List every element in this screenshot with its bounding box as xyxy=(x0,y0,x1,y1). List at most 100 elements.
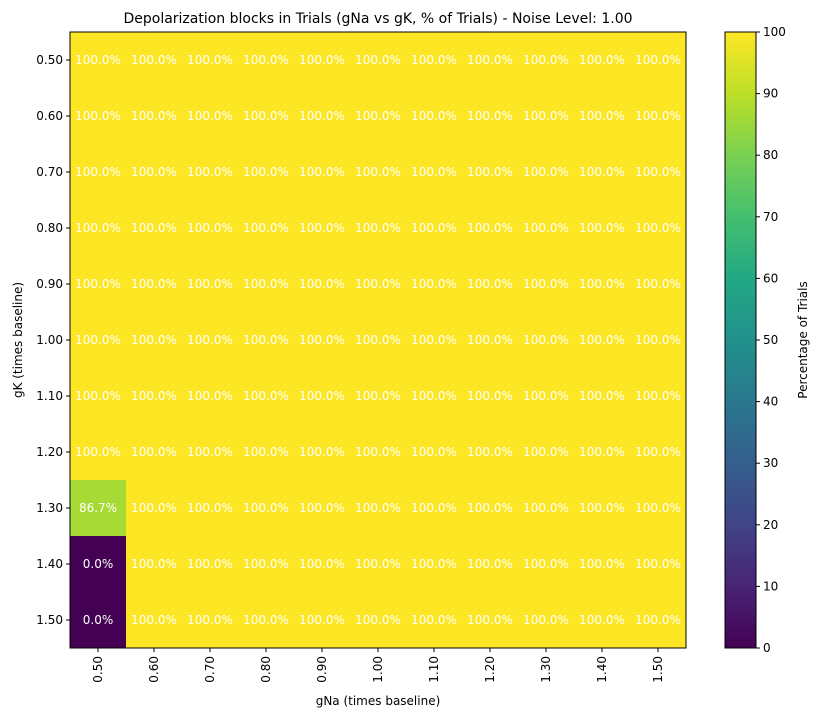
heatmap-cell xyxy=(462,480,519,537)
y-tick-label: 1.20 xyxy=(36,445,63,459)
cell-value-label: 100.0% xyxy=(131,389,177,403)
cell-value-label: 100.0% xyxy=(187,109,233,123)
cell-value-label: 100.0% xyxy=(75,221,121,235)
heatmap-cell xyxy=(630,480,687,537)
cell-value-label: 100.0% xyxy=(579,109,625,123)
cell-value-label: 100.0% xyxy=(243,221,289,235)
cell-value-label: 100.0% xyxy=(299,613,345,627)
colorbar-tick-label: 60 xyxy=(763,271,778,285)
cell-value-label: 100.0% xyxy=(523,53,569,67)
heatmap-cell xyxy=(182,200,239,257)
heatmap-cell xyxy=(462,424,519,481)
y-tick-label: 0.70 xyxy=(36,165,63,179)
heatmap-cell xyxy=(574,312,631,369)
cell-value-label: 100.0% xyxy=(131,53,177,67)
cell-value-label: 100.0% xyxy=(411,277,457,291)
cell-value-label: 100.0% xyxy=(243,445,289,459)
heatmap-cell xyxy=(182,480,239,537)
cell-value-label: 100.0% xyxy=(187,277,233,291)
cell-value-label: 100.0% xyxy=(635,109,681,123)
cell-value-label: 100.0% xyxy=(187,613,233,627)
heatmap-cell xyxy=(126,88,183,145)
cell-value-label: 100.0% xyxy=(411,557,457,571)
cell-value-label: 100.0% xyxy=(579,557,625,571)
heatmap-cell xyxy=(182,536,239,593)
cell-value-label: 100.0% xyxy=(243,389,289,403)
colorbar-tick-label: 0 xyxy=(763,641,771,655)
cell-value-label: 100.0% xyxy=(131,221,177,235)
colorbar-tick-label: 30 xyxy=(763,456,778,470)
cell-value-label: 100.0% xyxy=(411,333,457,347)
heatmap-cell xyxy=(126,256,183,313)
cell-value-label: 100.0% xyxy=(411,221,457,235)
heatmap-cell xyxy=(350,32,407,89)
cell-value-label: 100.0% xyxy=(579,445,625,459)
x-tick-label: 1.50 xyxy=(651,656,665,683)
chart-title: Depolarization blocks in Trials (gNa vs … xyxy=(123,11,632,27)
x-tick-label: 0.50 xyxy=(91,656,105,683)
heatmap-cell xyxy=(294,88,351,145)
cell-value-label: 0.0% xyxy=(83,613,114,627)
y-tick-label: 1.40 xyxy=(36,557,63,571)
cell-value-label: 100.0% xyxy=(131,501,177,515)
heatmap-cell xyxy=(574,536,631,593)
heatmap-cell xyxy=(630,88,687,145)
heatmap-cell xyxy=(518,480,575,537)
cell-value-label: 100.0% xyxy=(187,333,233,347)
cell-value-label: 100.0% xyxy=(523,277,569,291)
heatmap-cell xyxy=(70,144,127,201)
heatmap-cell xyxy=(406,256,463,313)
cell-value-label: 100.0% xyxy=(187,221,233,235)
cell-value-label: 100.0% xyxy=(187,53,233,67)
heatmap-cell xyxy=(126,424,183,481)
heatmap-cell xyxy=(406,368,463,425)
heatmap-cell xyxy=(518,536,575,593)
cell-value-label: 100.0% xyxy=(635,333,681,347)
cell-value-label: 100.0% xyxy=(299,277,345,291)
heatmap-cell xyxy=(406,592,463,649)
heatmap-cell xyxy=(294,592,351,649)
cell-value-label: 100.0% xyxy=(355,501,401,515)
x-tick-label: 0.60 xyxy=(147,656,161,683)
heatmap-cell xyxy=(574,32,631,89)
cell-value-label: 100.0% xyxy=(355,557,401,571)
heatmap-cell xyxy=(294,480,351,537)
cell-value-label: 100.0% xyxy=(299,445,345,459)
heatmap-cell xyxy=(126,480,183,537)
cell-value-label: 100.0% xyxy=(523,445,569,459)
cell-value-label: 100.0% xyxy=(75,389,121,403)
heatmap-cell xyxy=(294,144,351,201)
cell-value-label: 100.0% xyxy=(131,165,177,179)
y-tick-label: 1.00 xyxy=(36,333,63,347)
cell-value-label: 100.0% xyxy=(299,165,345,179)
colorbar-ticks: 0 10 20 30 40 50 60 70 80 90 100 xyxy=(756,25,786,655)
cell-value-label: 100.0% xyxy=(467,613,513,627)
heatmap-cell xyxy=(518,144,575,201)
y-tick-label: 1.50 xyxy=(36,613,63,627)
cell-value-label: 100.0% xyxy=(75,277,121,291)
cell-value-label: 100.0% xyxy=(131,445,177,459)
heatmap-cell xyxy=(182,424,239,481)
x-tick-label: 0.70 xyxy=(203,656,217,683)
cell-value-label: 0.0% xyxy=(83,557,114,571)
heatmap-cell xyxy=(238,256,295,313)
cell-value-label: 100.0% xyxy=(355,445,401,459)
heatmap-cell xyxy=(238,32,295,89)
y-tick-label: 1.10 xyxy=(36,389,63,403)
cell-value-label: 100.0% xyxy=(635,445,681,459)
heatmap-cell xyxy=(350,256,407,313)
heatmap-cell xyxy=(574,200,631,257)
cell-value-label: 100.0% xyxy=(243,333,289,347)
heatmap-cell xyxy=(126,592,183,649)
cell-value-label: 100.0% xyxy=(243,501,289,515)
heatmap-cell xyxy=(574,424,631,481)
cell-value-label: 100.0% xyxy=(187,501,233,515)
heatmap-cell xyxy=(630,256,687,313)
cell-value-label: 100.0% xyxy=(75,53,121,67)
heatmap-cell xyxy=(518,200,575,257)
heatmap-cell xyxy=(462,200,519,257)
heatmap-cell xyxy=(182,256,239,313)
cell-value-label: 100.0% xyxy=(243,53,289,67)
colorbar-tick-label: 70 xyxy=(763,210,778,224)
